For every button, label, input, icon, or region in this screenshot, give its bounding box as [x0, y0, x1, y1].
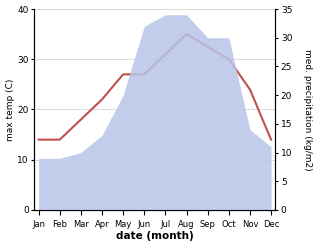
- X-axis label: date (month): date (month): [116, 231, 194, 242]
- Y-axis label: max temp (C): max temp (C): [5, 78, 15, 141]
- Y-axis label: med. precipitation (kg/m2): med. precipitation (kg/m2): [303, 49, 313, 170]
